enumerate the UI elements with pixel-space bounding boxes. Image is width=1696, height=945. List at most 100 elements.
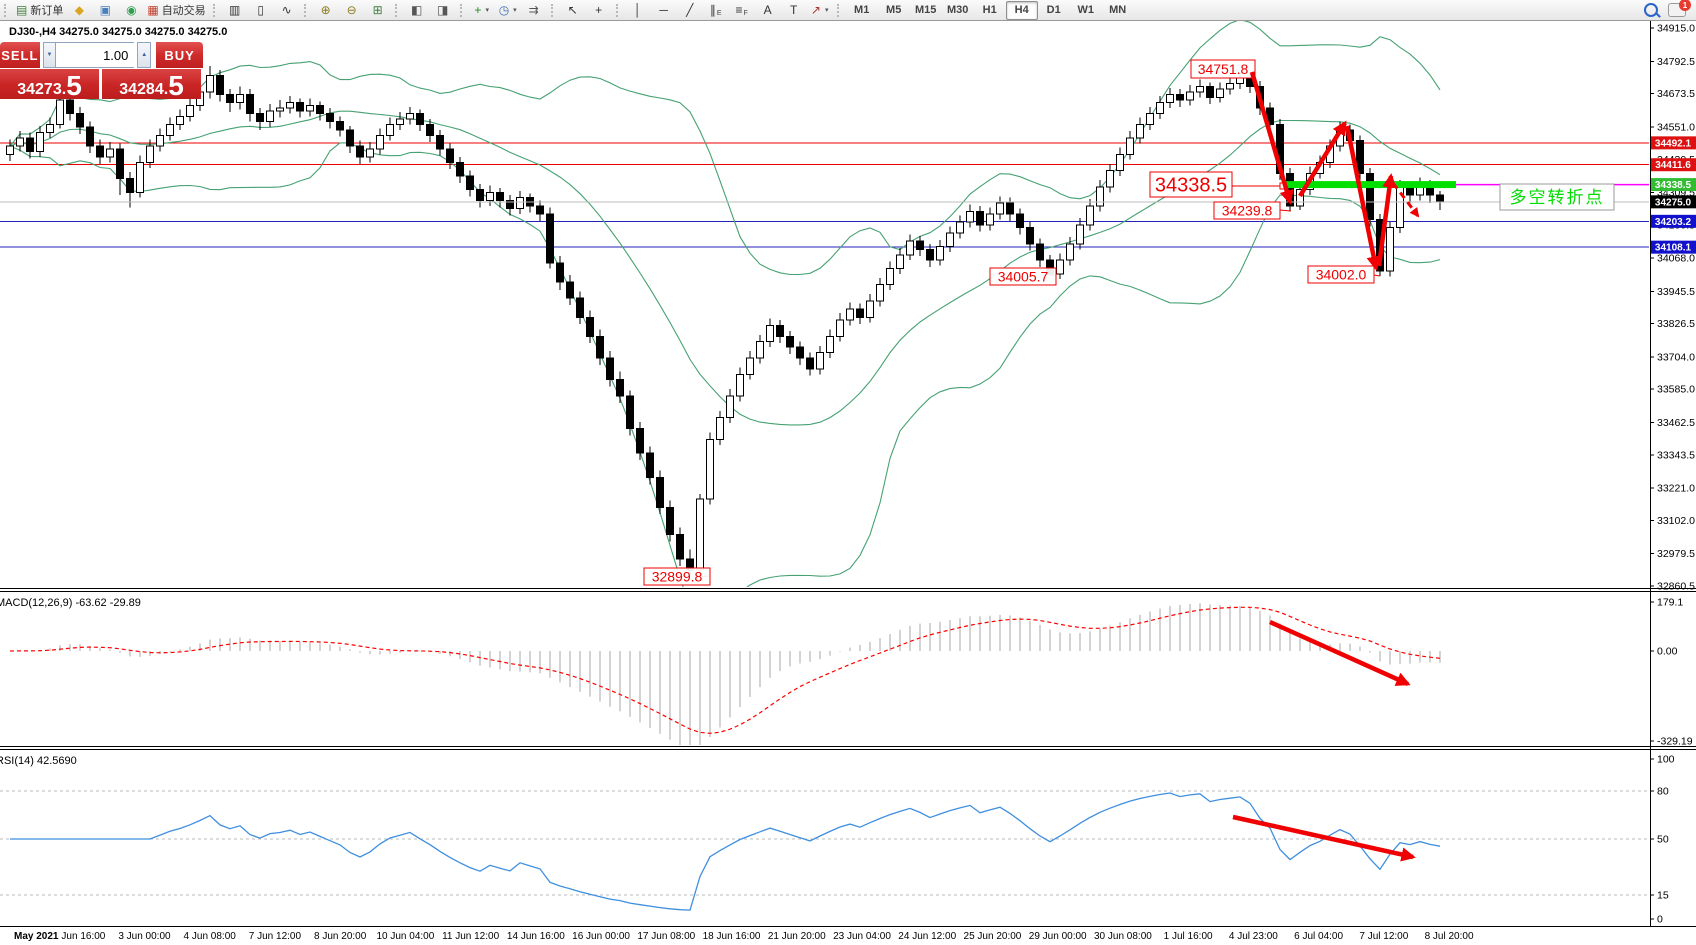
history-center-button[interactable]: ◆: [66, 1, 92, 20]
timeframe-m5-button[interactable]: M5: [886, 4, 902, 16]
svg-text:100: 100: [1657, 754, 1675, 766]
svg-text:34411.6: 34411.6: [1655, 160, 1691, 171]
notifications-icon[interactable]: 1: [1668, 0, 1691, 17]
svg-text:7 Jul 12:00: 7 Jul 12:00: [1359, 931, 1408, 942]
volume-input[interactable]: [56, 42, 135, 68]
notification-badge: 1: [1679, 0, 1691, 11]
equidistant-channel-button[interactable]: ∥ E: [703, 1, 729, 20]
timeframe-m1-button[interactable]: M1: [854, 4, 870, 16]
shapes-icon: ↗: [810, 3, 821, 17]
buy-price-dot: .: [163, 81, 169, 98]
vertical-line-button[interactable]: │: [625, 1, 651, 20]
bar-chart-button[interactable]: ▥: [222, 1, 248, 20]
periods-button[interactable]: ◷ ▾: [495, 1, 521, 20]
search-icon[interactable]: [1644, 3, 1658, 17]
sell-button[interactable]: SELL: [0, 42, 40, 68]
autotrading-button[interactable]: ▦ 自动交易: [144, 1, 208, 20]
buy-price-main: 34284: [119, 81, 164, 98]
axis-label-34203.2: [1651, 214, 1696, 228]
templates-button[interactable]: ⇉: [521, 1, 547, 20]
tile-icon: ⊞: [372, 3, 383, 17]
axis-label-34492.1: [1651, 136, 1696, 150]
bollinger-upper-band: [9, 20, 1441, 276]
svg-text:May 2021: May 2021: [14, 931, 59, 942]
svg-text:8 Jul 20:00: 8 Jul 20:00: [1425, 931, 1474, 942]
rsi-line: [10, 792, 1441, 911]
win-b-icon: ◨: [437, 3, 449, 17]
toolbox-icon: ▦: [147, 3, 159, 17]
rsi-panel: [0, 790, 1649, 911]
buy-price[interactable]: 34284. 5: [102, 69, 201, 100]
svg-text:34751.8: 34751.8: [1198, 61, 1249, 77]
toolbar-group-grip: [4, 3, 10, 17]
chart-t-icon: ⇉: [528, 3, 539, 17]
trendline-button[interactable]: ╱: [677, 1, 703, 20]
trend-arrow-4[interactable]: [1376, 173, 1397, 267]
svg-text:1 Jul 16:00: 1 Jul 16:00: [1164, 931, 1213, 942]
svg-text:6 Jul 04:00: 6 Jul 04:00: [1294, 931, 1343, 942]
volume-increase-button[interactable]: ▲: [137, 42, 152, 68]
trend-arrow-5[interactable]: [1391, 182, 1420, 218]
rsi-trend-arrow[interactable]: [1232, 814, 1416, 862]
chart-profiles-button[interactable]: ◨: [430, 1, 456, 20]
new-order-button-label: 新订单: [30, 5, 64, 17]
volume-decrease-button[interactable]: ▼: [42, 42, 57, 68]
cursor-button[interactable]: ↖: [560, 1, 586, 20]
trend-arrow-3[interactable]: [1344, 125, 1381, 271]
tile-windows-button[interactable]: ⊞: [365, 1, 391, 20]
price-callout-34239.8[interactable]: 34239.8: [1213, 201, 1292, 220]
zoom-out-button[interactable]: ⊖: [339, 1, 365, 20]
svg-text:33462.5: 33462.5: [1657, 417, 1695, 429]
price-callout-34751.8[interactable]: 34751.8: [1190, 59, 1256, 79]
crosshair-button[interactable]: +: [586, 1, 612, 20]
sell-price-main: 34273: [17, 81, 62, 98]
price-callout-32899.8[interactable]: 32899.8: [643, 567, 711, 586]
tline-icon: ╱: [686, 3, 694, 17]
timeframe-d1-button[interactable]: D1: [1046, 4, 1061, 16]
trend-arrow-1[interactable]: [1249, 71, 1294, 205]
price-callout-34338.5[interactable]: 34338.5: [1149, 171, 1287, 198]
main-price-plot: [0, 20, 1649, 587]
support-zone-bar[interactable]: [1286, 181, 1456, 189]
svg-text:33221.0: 33221.0: [1657, 483, 1695, 495]
macd-trend-arrow[interactable]: [1269, 619, 1411, 687]
price-callout-34002.0[interactable]: 34002.0: [1307, 265, 1381, 284]
timeframe-mn-button[interactable]: MN: [1109, 4, 1127, 16]
note-box-text: 多空转折点: [1510, 188, 1605, 207]
timeframe-m30-button[interactable]: M30: [946, 4, 969, 16]
timeframe-h1-button[interactable]: H1: [982, 4, 997, 16]
svg-text:4 Jul 23:00: 4 Jul 23:00: [1229, 931, 1278, 942]
candlestick-chart-button[interactable]: ▯: [248, 1, 274, 20]
note-box[interactable]: [1499, 183, 1615, 211]
community-button[interactable]: ▣: [92, 1, 118, 20]
sub-letter: E: [716, 9, 722, 17]
new-order-button[interactable]: ▤ 新订单: [13, 1, 66, 20]
trend-arrow-2[interactable]: [1298, 120, 1347, 198]
timeframe-h4-button[interactable]: H4: [1005, 0, 1038, 20]
new-chart-button[interactable]: ◧: [404, 1, 430, 20]
line-chart-button[interactable]: ∿: [274, 1, 300, 20]
timeframe-w1-button[interactable]: W1: [1077, 4, 1094, 16]
svg-text:179.1: 179.1: [1657, 596, 1683, 608]
signals-button[interactable]: ◉: [118, 1, 144, 20]
text-a-icon: A: [763, 3, 772, 17]
price-callout-34005.7[interactable]: 34005.7: [989, 267, 1057, 286]
indicators-button[interactable]: + ▾: [469, 1, 495, 20]
svg-text:34792.5: 34792.5: [1657, 56, 1695, 68]
cursor-icon: ↖: [567, 3, 578, 17]
fibonacci-button[interactable]: ≡ F: [729, 1, 755, 20]
svg-text:34203.2: 34203.2: [1655, 217, 1692, 228]
horizontal-line-button[interactable]: ─: [651, 1, 677, 20]
svg-text:34005.7: 34005.7: [998, 269, 1049, 285]
zoom-in-button[interactable]: ⊕: [313, 1, 339, 20]
arrows-button[interactable]: ↗ ▾: [807, 1, 833, 20]
dropdown-caret-icon: ▾: [824, 7, 829, 14]
svg-text:34492.1: 34492.1: [1655, 138, 1692, 149]
sell-price-dot: .: [61, 81, 67, 98]
macd-signal-line: [9, 606, 1441, 734]
sell-price[interactable]: 34273. 5: [0, 69, 99, 100]
buy-button[interactable]: BUY: [156, 42, 203, 68]
text-button[interactable]: A: [755, 1, 781, 20]
timeframe-m15-button[interactable]: M15: [914, 4, 937, 16]
text-label-button[interactable]: T: [781, 1, 807, 20]
